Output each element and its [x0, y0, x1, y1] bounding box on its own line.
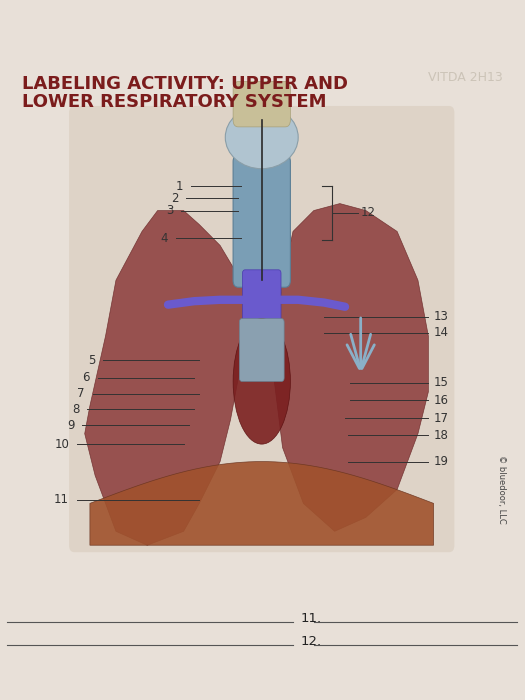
Text: 10: 10: [54, 438, 69, 451]
Text: 6: 6: [82, 372, 90, 384]
Text: LOWER RESPIRATORY SYSTEM: LOWER RESPIRATORY SYSTEM: [22, 93, 327, 111]
Text: 13: 13: [434, 310, 448, 323]
Polygon shape: [90, 461, 434, 545]
Text: 5: 5: [88, 354, 95, 367]
Text: VITDA 2H13: VITDA 2H13: [428, 71, 503, 84]
Text: 14: 14: [434, 326, 448, 339]
FancyBboxPatch shape: [243, 270, 281, 329]
Text: © bluedoor, LLC: © bluedoor, LLC: [498, 455, 507, 524]
Text: 8: 8: [72, 402, 79, 416]
Text: 12: 12: [361, 206, 376, 220]
Text: 11: 11: [54, 494, 69, 506]
Text: 17: 17: [434, 412, 448, 425]
FancyBboxPatch shape: [233, 82, 290, 127]
Text: 7: 7: [77, 387, 85, 400]
Text: 15: 15: [434, 377, 448, 389]
Text: 16: 16: [434, 393, 448, 407]
Text: 1: 1: [176, 180, 184, 193]
Text: 2: 2: [171, 192, 178, 204]
Ellipse shape: [233, 318, 290, 444]
FancyBboxPatch shape: [69, 106, 455, 552]
Text: LABELING ACTIVITY: UPPER AND: LABELING ACTIVITY: UPPER AND: [22, 75, 348, 92]
Polygon shape: [272, 204, 428, 531]
Text: 11.: 11.: [301, 612, 322, 625]
Text: 12.: 12.: [301, 635, 322, 648]
Text: 3: 3: [166, 204, 173, 217]
Polygon shape: [85, 211, 251, 545]
FancyBboxPatch shape: [233, 155, 290, 287]
Text: 19: 19: [434, 455, 448, 468]
FancyBboxPatch shape: [239, 318, 284, 382]
Text: 9: 9: [67, 419, 75, 432]
Ellipse shape: [225, 106, 298, 169]
Text: 18: 18: [434, 428, 448, 442]
Text: 4: 4: [161, 232, 168, 245]
